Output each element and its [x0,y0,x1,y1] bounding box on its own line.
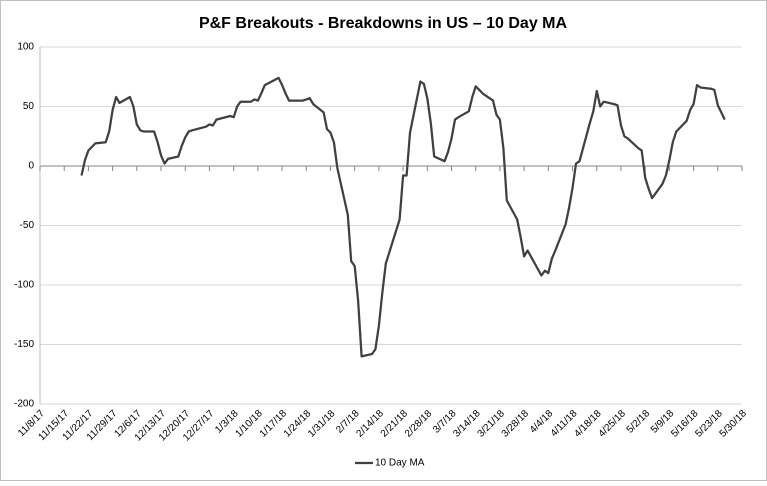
y-tick-label: -150 [14,339,34,350]
y-tick-label: -50 [20,220,35,231]
legend-label: 10 Day MA [375,458,425,469]
y-tick-label: 0 [28,161,34,172]
chart-title: P&F Breakouts - Breakdowns in US – 10 Da… [199,15,568,32]
y-tick-label: -200 [14,399,34,410]
y-tick-label: 50 [23,101,35,112]
y-tick-label: 100 [17,42,34,53]
y-tick-label: -100 [14,280,34,291]
data-line [80,76,726,358]
